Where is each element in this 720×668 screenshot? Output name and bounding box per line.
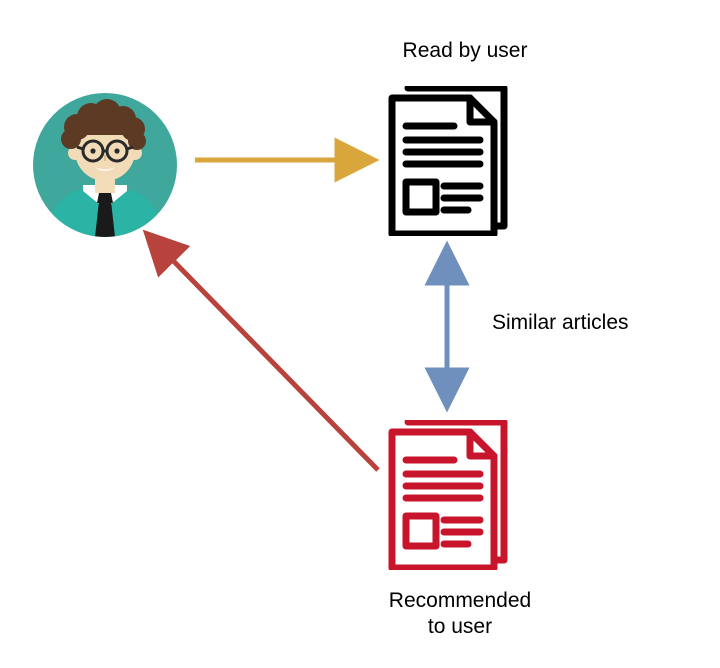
arrow-recommended-to-user <box>148 235 378 470</box>
diagram-canvas: Read by user Similar articles Recommende… <box>0 0 720 668</box>
user-avatar <box>33 93 177 237</box>
label-recommended-line2: to user <box>350 614 570 640</box>
document-recommended-icon <box>386 420 516 575</box>
label-recommended-line1: Recommended <box>350 588 570 614</box>
label-read-by-user: Read by user <box>355 38 575 64</box>
document-read-icon <box>386 86 516 241</box>
label-similar-articles: Similar articles <box>492 310 682 336</box>
